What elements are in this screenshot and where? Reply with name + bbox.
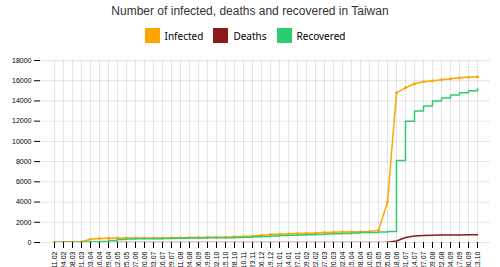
svg-text:15.10: 15.10 — [222, 251, 229, 267]
svg-text:21.03: 21.03 — [78, 251, 85, 267]
svg-text:25.05: 25.05 — [123, 251, 130, 267]
svg-text:28.10: 28.10 — [231, 251, 238, 267]
svg-text:19.12: 19.12 — [267, 251, 274, 267]
svg-text:16.07: 16.07 — [159, 251, 166, 267]
svg-text:24.08: 24.08 — [186, 251, 193, 267]
svg-text:07.06: 07.06 — [132, 251, 139, 267]
svg-text:06.12: 06.12 — [258, 251, 265, 267]
svg-text:01.01: 01.01 — [276, 251, 283, 267]
svg-text:16.04: 16.04 — [96, 251, 103, 267]
svg-text:22.02: 22.02 — [312, 251, 319, 267]
html-text:Recovered: Recovered — [296, 28, 346, 43]
svg-text:05.06: 05.06 — [384, 251, 391, 267]
svg-text:09.08: 09.08 — [429, 251, 436, 267]
html-text:Infected: Infected — [164, 28, 204, 43]
svg-text:11.02: 11.02 — [51, 251, 58, 267]
svg-text:13.10: 13.10 — [474, 251, 481, 267]
svg-text:18.06: 18.06 — [393, 251, 400, 267]
svg-text:14000: 14000 — [12, 97, 32, 104]
svg-text:12.05: 12.05 — [114, 251, 121, 267]
svg-text:22.08: 22.08 — [438, 251, 445, 267]
svg-text:14.07: 14.07 — [411, 251, 418, 267]
svg-text:0: 0 — [28, 239, 32, 246]
svg-text:23.05: 23.05 — [375, 251, 382, 267]
svg-text:10.11: 10.11 — [240, 251, 247, 267]
svg-text:07.03: 07.03 — [321, 251, 328, 267]
svg-text:2000: 2000 — [16, 219, 32, 226]
svg-text:02.10: 02.10 — [213, 251, 220, 267]
svg-text:24.02: 24.02 — [60, 251, 67, 267]
svg-text:29.04: 29.04 — [105, 251, 112, 267]
svg-text:4000: 4000 — [16, 198, 32, 205]
svg-text:14.01: 14.01 — [285, 251, 292, 267]
svg-text:27.07: 27.07 — [420, 251, 427, 267]
svg-text:03.07: 03.07 — [150, 251, 157, 267]
svg-text:20.03: 20.03 — [330, 251, 337, 267]
svg-text:23.11: 23.11 — [249, 251, 256, 267]
svg-text:16000: 16000 — [12, 77, 32, 84]
svg-text:27.01: 27.01 — [294, 251, 301, 267]
svg-text:11.08: 11.08 — [177, 251, 184, 267]
svg-text:15.04: 15.04 — [348, 251, 355, 267]
svg-text:08.03: 08.03 — [69, 251, 76, 267]
svg-text:8000: 8000 — [16, 158, 32, 165]
svg-text:17.09: 17.09 — [456, 251, 463, 267]
svg-text:20.06: 20.06 — [141, 251, 148, 267]
svg-text:03.04: 03.04 — [87, 251, 94, 267]
svg-text:01.07: 01.07 — [402, 251, 409, 267]
svg-text:18000: 18000 — [12, 57, 32, 64]
svg-text:29.07: 29.07 — [168, 251, 175, 267]
html-text:Deaths: Deaths — [233, 28, 267, 43]
svg-text:12000: 12000 — [12, 117, 32, 124]
svg-text:09.02: 09.02 — [303, 251, 310, 267]
svg-text:6000: 6000 — [16, 178, 32, 185]
svg-text:30.09: 30.09 — [465, 251, 472, 267]
svg-text:19.09: 19.09 — [204, 251, 211, 267]
svg-text:04.09: 04.09 — [447, 251, 454, 267]
html-text:Number of infected, deaths and: Number of infected, deaths and recovered… — [111, 4, 389, 18]
svg-text:10000: 10000 — [12, 138, 32, 145]
svg-text:02.04: 02.04 — [339, 251, 346, 267]
svg-text:28.04: 28.04 — [357, 251, 364, 267]
svg-text:06.09: 06.09 — [195, 251, 202, 267]
svg-text:10.05: 10.05 — [366, 251, 373, 267]
